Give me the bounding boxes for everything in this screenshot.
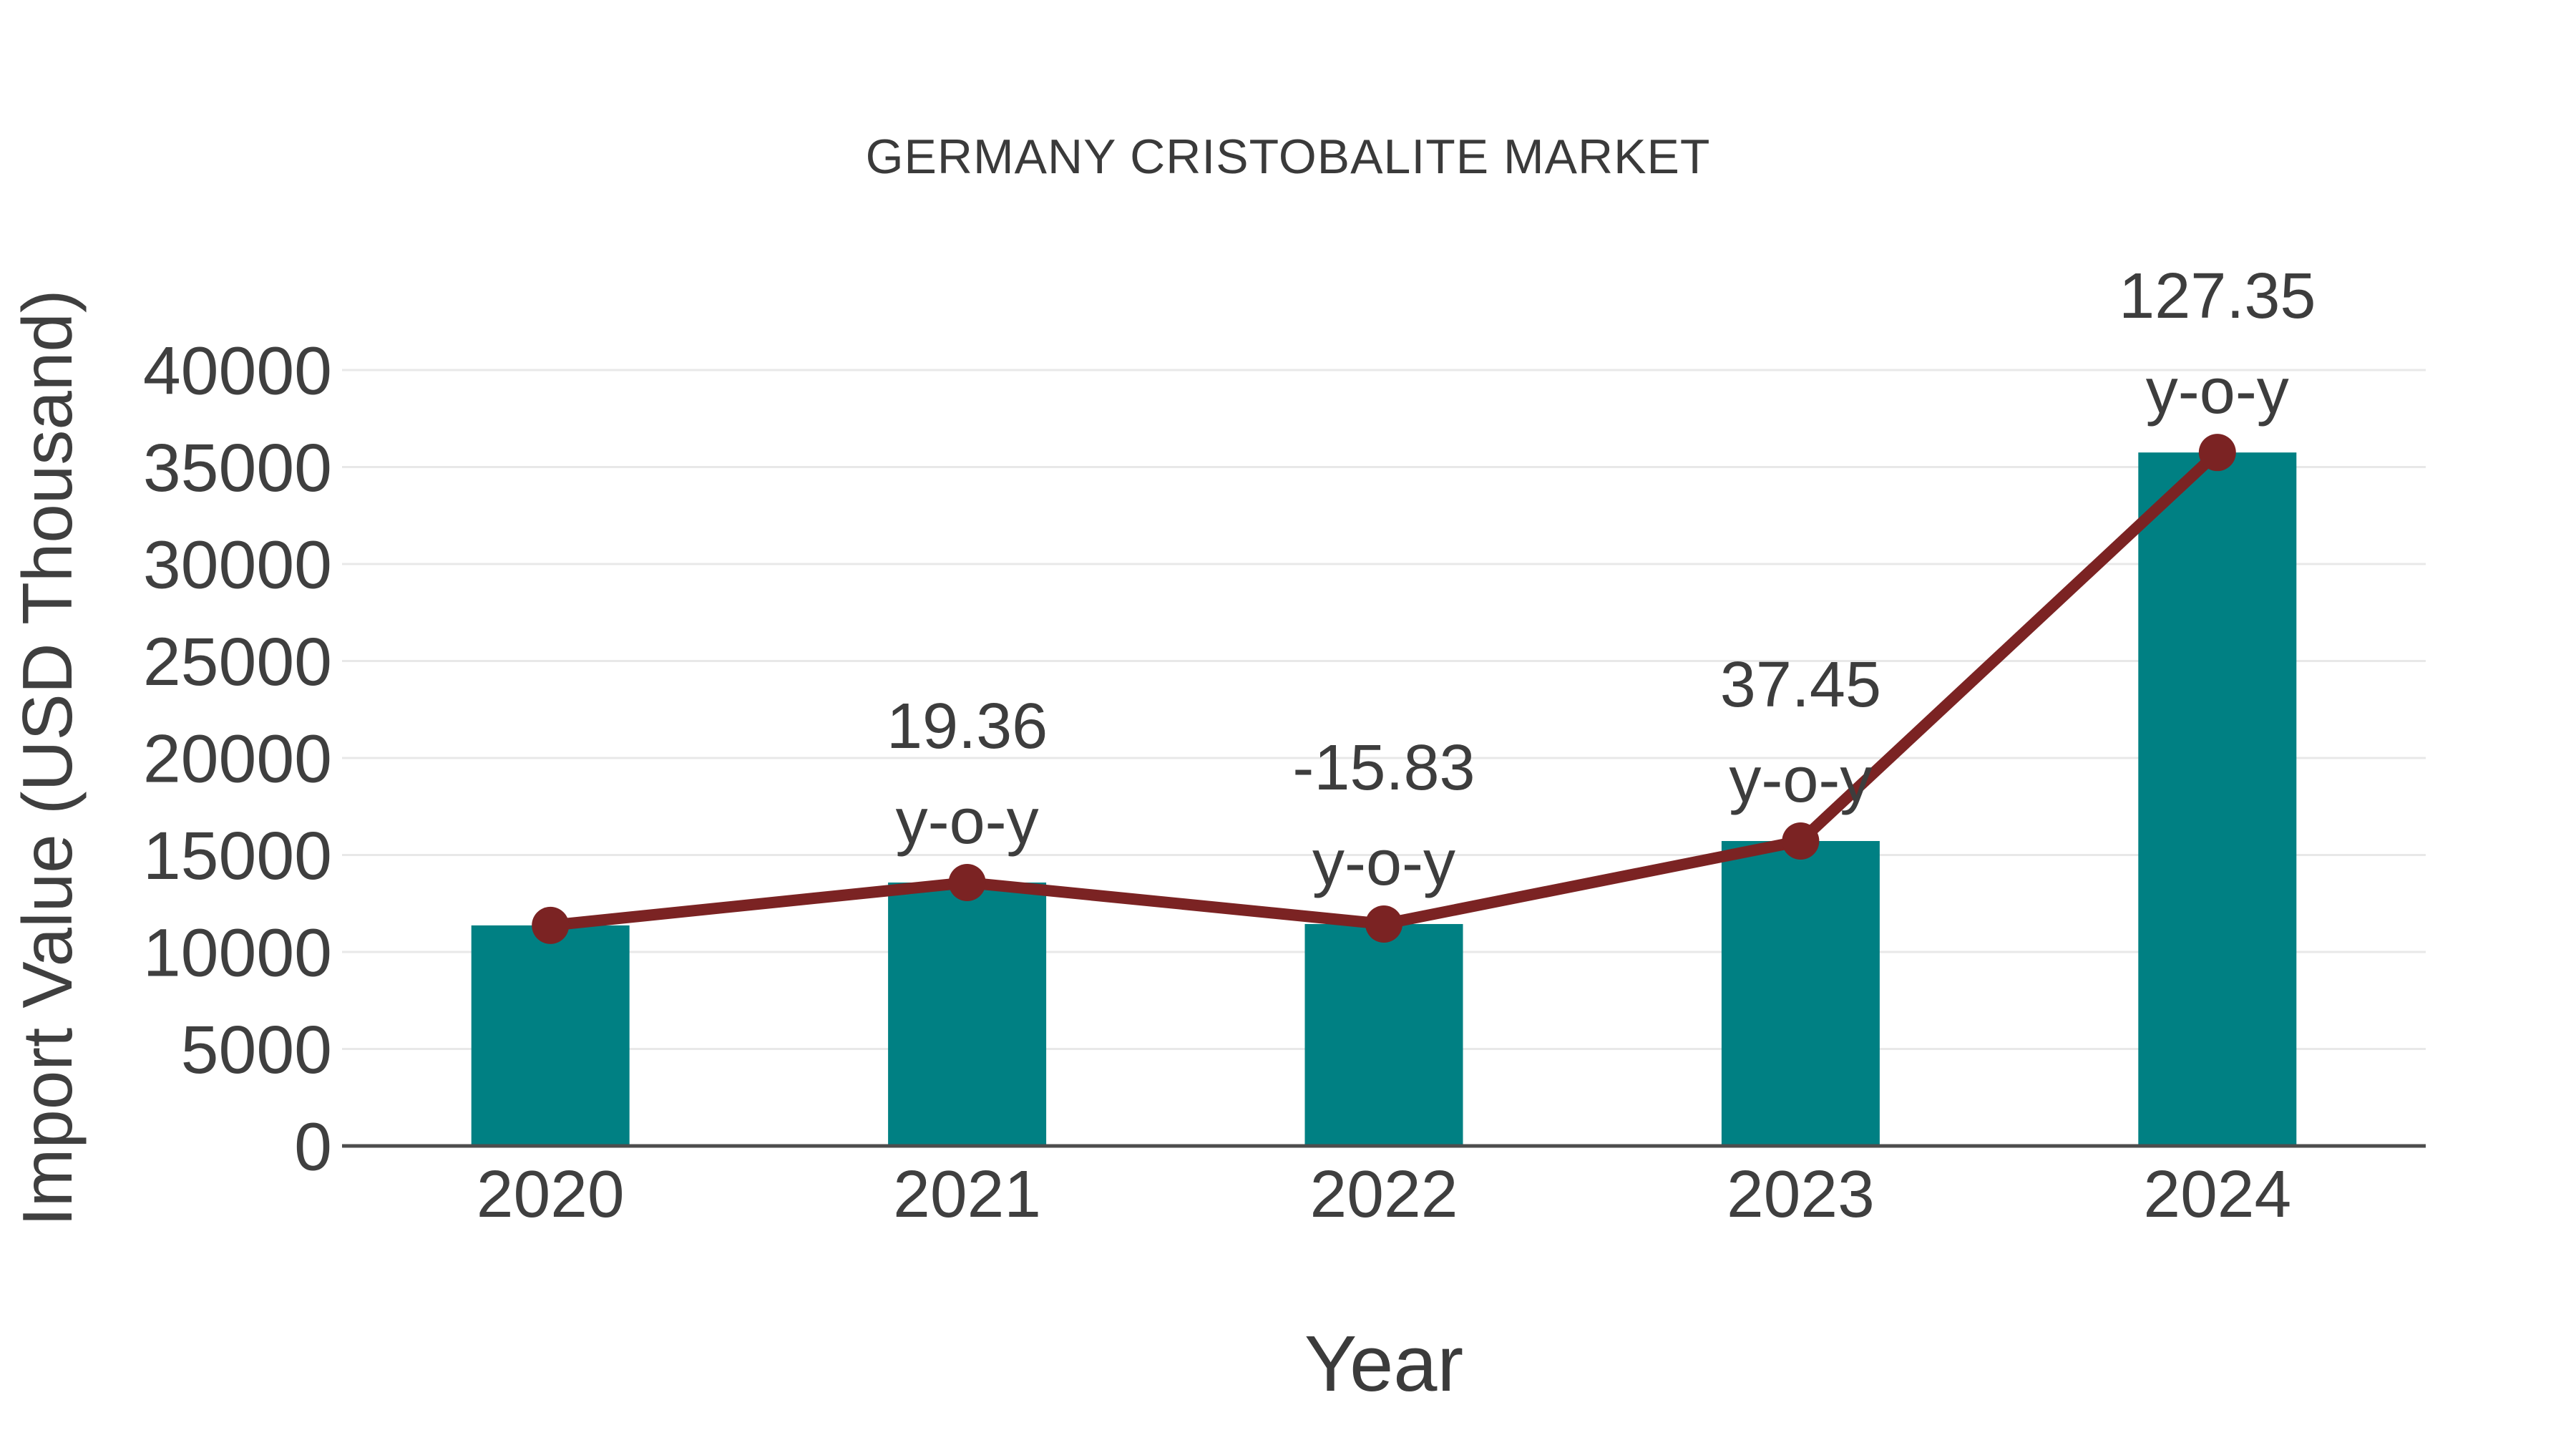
point-label-value-2022: -15.83 — [1292, 732, 1475, 804]
point-label-value-2024: 127.35 — [2119, 261, 2316, 332]
bar-2022 — [1304, 923, 1463, 1146]
point-labels: 19.36 y-o-y -15.83 y-o-y 37.45 y-o-y 127.35 y-o… — [887, 261, 2316, 899]
x-tick-label-2024: 2024 — [2143, 1157, 2291, 1231]
y-tick-label: 10000 — [143, 915, 332, 991]
y-tick-label: 30000 — [143, 527, 332, 603]
y-tick-label: 20000 — [143, 721, 332, 797]
gridlines — [342, 369, 2426, 1050]
y-tick-label: 35000 — [143, 430, 332, 506]
y-tick-label: 5000 — [181, 1012, 332, 1088]
bar-2021 — [888, 882, 1047, 1146]
bar-2023 — [1721, 840, 1880, 1146]
trend-point-2022 — [1365, 905, 1402, 943]
x-tick-label-2023: 2023 — [1727, 1157, 1875, 1231]
y-tick-label: 25000 — [143, 624, 332, 700]
bar-series — [471, 452, 2297, 1146]
y-tick-label: 15000 — [143, 818, 332, 894]
x-tick-label-2020: 2020 — [477, 1157, 625, 1231]
trend-point-2023 — [1782, 822, 1820, 860]
point-label-value-2023: 37.45 — [1720, 649, 1881, 721]
chart-title: GERMANY CRISTOBALITE MARKET — [866, 130, 1711, 184]
trend-markers — [532, 434, 2236, 944]
point-label-suffix-2021: y-o-y — [896, 786, 1039, 857]
x-tick-label-2022: 2022 — [1310, 1157, 1458, 1231]
point-label-suffix-2023: y-o-y — [1729, 744, 1872, 816]
x-tick-labels: 2020 2021 2022 2023 2024 — [477, 1157, 2291, 1231]
x-axis-title: Year — [1304, 1320, 1463, 1408]
y-tick-labels: 0 5000 10000 15000 20000 25000 30000 35000 40000 — [143, 333, 332, 1185]
point-label-suffix-2022: y-o-y — [1312, 827, 1455, 899]
point-label-suffix-2024: y-o-y — [2146, 356, 2289, 427]
y-axis-title: Import Value (USD Thousand) — [8, 289, 87, 1226]
trend-point-2020 — [532, 906, 570, 944]
trend-point-2021 — [948, 863, 986, 901]
trend-point-2024 — [2198, 434, 2236, 472]
point-label-value-2021: 19.36 — [887, 691, 1048, 762]
y-tick-label: 40000 — [143, 333, 332, 409]
bar-2020 — [471, 925, 630, 1146]
x-tick-label-2021: 2021 — [893, 1157, 1041, 1231]
y-tick-label: 0 — [294, 1109, 332, 1185]
bar-2024 — [2138, 452, 2297, 1146]
